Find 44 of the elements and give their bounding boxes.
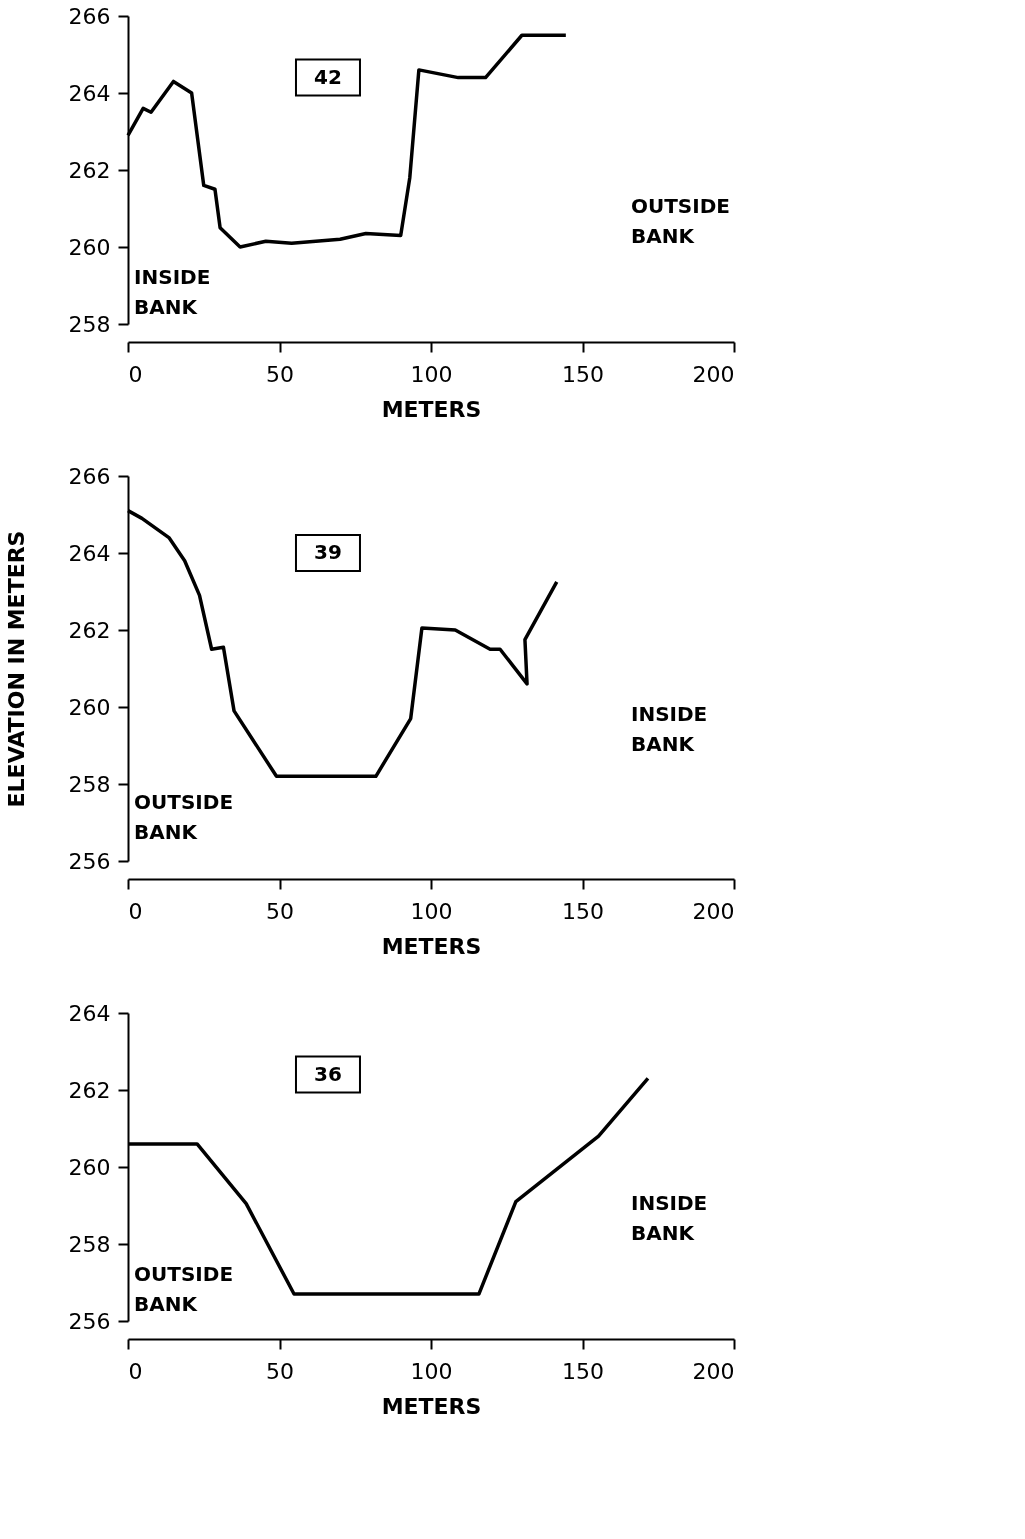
- x-tick-label: 0: [128, 361, 143, 387]
- annotation: INSIDE BANK: [134, 264, 211, 319]
- x-tick-label: 50: [266, 1358, 294, 1384]
- annotation: 42: [314, 64, 342, 89]
- x-axis-title: METERS: [381, 396, 482, 422]
- x-tick-label: 200: [692, 898, 735, 924]
- annotation: INSIDE BANK: [630, 701, 708, 756]
- y-tick-label: 266: [68, 463, 111, 489]
- x-tick-label: 0: [128, 898, 143, 924]
- y-tick-label: 256: [68, 848, 111, 874]
- x-tick-label: 0: [128, 1358, 143, 1384]
- y-tick-label: 258: [68, 311, 111, 337]
- y-tick-label: 262: [68, 617, 111, 643]
- y-tick-label: 262: [68, 157, 111, 183]
- y-tick-label: 264: [68, 80, 111, 106]
- y-tick-label: 260: [68, 234, 111, 260]
- x-tick-label: 50: [266, 361, 294, 387]
- y-tick-label: 256: [68, 1308, 111, 1334]
- y-tick-label: 260: [68, 1154, 111, 1180]
- y-tick-label: 262: [68, 1077, 111, 1103]
- y-axis-title: ELEVATION IN METERS: [3, 530, 29, 808]
- y-tick-label: 258: [68, 1231, 111, 1257]
- x-axis-title: METERS: [381, 1393, 482, 1419]
- x-tick-label: 100: [410, 898, 453, 924]
- annotation: INSIDE BANK: [630, 1190, 708, 1245]
- annotation: 39: [314, 540, 342, 564]
- x-tick-label: 150: [562, 1358, 604, 1384]
- annotation: OUTSIDE BANK: [630, 193, 730, 248]
- y-tick-label: 260: [68, 694, 111, 720]
- annotation: OUTSIDE BANK: [134, 790, 234, 845]
- y-tick-label: 258: [68, 771, 111, 797]
- x-tick-label: 200: [692, 361, 735, 387]
- annotation: OUTSIDE BANK: [134, 1261, 234, 1316]
- x-tick-label: 100: [410, 1358, 453, 1384]
- annotation: 36: [314, 1061, 342, 1086]
- x-tick-label: 200: [692, 1358, 735, 1384]
- y-tick-label: 264: [68, 1000, 111, 1026]
- x-axis-title: METERS: [381, 933, 482, 959]
- y-tick-label: 266: [68, 3, 111, 29]
- x-tick-label: 100: [410, 361, 453, 387]
- y-tick-label: 264: [68, 540, 111, 566]
- x-tick-label: 50: [266, 898, 294, 924]
- x-tick-label: 150: [562, 898, 604, 924]
- x-tick-label: 150: [562, 361, 604, 387]
